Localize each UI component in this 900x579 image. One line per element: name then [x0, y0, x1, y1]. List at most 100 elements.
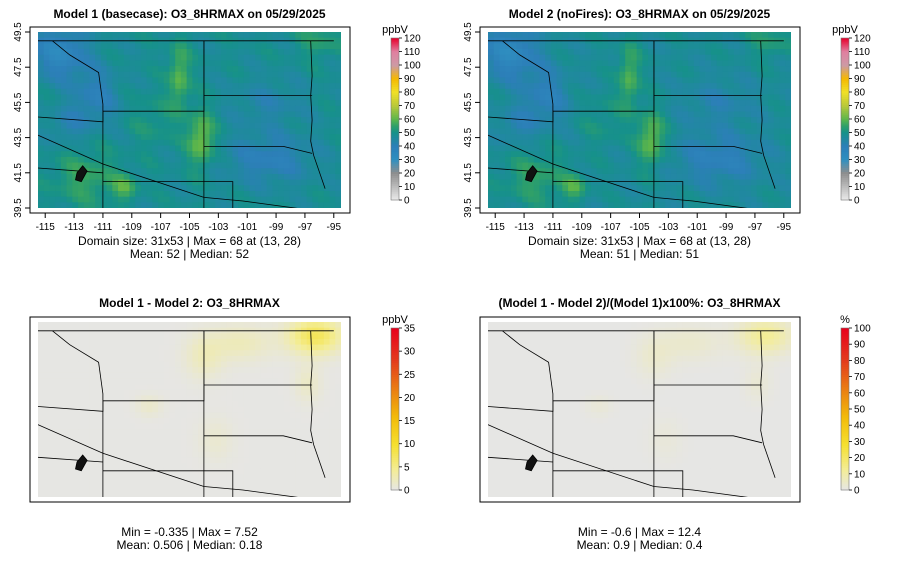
grid-cell	[539, 60, 546, 67]
grid-cell	[510, 32, 518, 39]
colorbar-tick-label: 40	[854, 142, 866, 153]
grid-cell	[785, 32, 791, 39]
grid-cell	[585, 122, 592, 130]
grid-cell	[60, 156, 68, 164]
grid-cell	[163, 173, 171, 181]
grid-cell	[278, 429, 285, 436]
grid-cell	[312, 412, 319, 419]
grid-cell	[140, 185, 148, 192]
grid-cell	[169, 145, 176, 152]
grid-cell	[140, 338, 148, 346]
grid-cell	[238, 128, 245, 135]
grid-cell	[648, 122, 655, 130]
grid-cell	[112, 417, 119, 425]
grid-cell	[505, 122, 512, 130]
grid-cell	[203, 117, 211, 124]
grid-cell	[539, 139, 546, 147]
colorbar-segment	[391, 50, 399, 53]
grid-cell	[226, 105, 233, 113]
grid-cell	[768, 88, 775, 96]
grid-cell	[539, 100, 546, 107]
grid-cell	[539, 196, 546, 203]
grid-cell	[180, 71, 188, 79]
grid-cell	[705, 117, 712, 124]
grid-cell	[238, 406, 245, 413]
grid-cell	[192, 83, 199, 90]
grid-cell	[100, 389, 108, 396]
grid-cell	[648, 190, 655, 198]
grid-cell	[670, 77, 678, 84]
grid-cell	[232, 344, 239, 351]
grid-cell	[579, 162, 586, 169]
grid-cell	[710, 122, 718, 130]
grid-cell	[232, 105, 239, 113]
grid-cell	[283, 333, 291, 340]
grid-cell	[665, 168, 672, 175]
grid-cell	[329, 384, 336, 391]
grid-cell	[670, 196, 678, 203]
grid-cell	[510, 134, 518, 141]
grid-cell	[146, 105, 153, 113]
grid-cell	[505, 60, 512, 67]
colorbar-segment	[841, 165, 849, 168]
colorbar-segment	[841, 195, 849, 199]
grid-cell	[295, 417, 302, 425]
grid-cell	[232, 134, 239, 141]
grid-cell	[169, 111, 176, 118]
grid-cell	[95, 168, 102, 175]
grid-cell	[226, 156, 233, 164]
grid-cell	[226, 32, 233, 39]
grid-cell	[493, 185, 501, 192]
grid-cell	[323, 100, 331, 107]
grid-cell	[556, 162, 563, 169]
grid-cell	[186, 463, 193, 470]
grid-cell	[118, 156, 125, 164]
grid-cell	[140, 384, 148, 391]
grid-cell	[43, 395, 51, 402]
grid-cell	[750, 162, 758, 169]
grid-cell	[192, 117, 199, 124]
grid-cell	[158, 156, 165, 164]
grid-cell	[112, 350, 119, 357]
grid-cell	[785, 54, 791, 61]
grid-cell	[60, 83, 68, 90]
grid-cell	[186, 179, 193, 186]
grid-cell	[688, 168, 695, 175]
grid-cell	[573, 168, 581, 175]
grid-cell	[568, 162, 575, 169]
grid-cell	[499, 151, 506, 158]
grid-cell	[192, 457, 199, 464]
grid-cell	[716, 185, 723, 192]
grid-cell	[89, 372, 96, 380]
grid-cell	[43, 32, 51, 39]
grid-cell	[545, 196, 552, 203]
grid-cell	[636, 100, 643, 107]
grid-cell	[78, 378, 85, 385]
grid-cell	[550, 100, 558, 107]
grid-cell	[158, 457, 165, 464]
grid-cell	[89, 350, 96, 357]
grid-cell	[699, 49, 706, 56]
grid-cell	[186, 168, 193, 175]
grid-cell	[278, 94, 285, 101]
grid-cell	[550, 32, 558, 39]
grid-cell	[209, 88, 216, 96]
grid-cell	[89, 417, 96, 425]
grid-cell	[585, 60, 592, 67]
grid-cell	[72, 134, 79, 141]
grid-cell	[499, 88, 506, 96]
grid-cell	[203, 111, 211, 118]
grid-cell	[186, 412, 193, 419]
grid-cell	[318, 32, 325, 39]
grid-cell	[100, 372, 108, 380]
grid-cell	[278, 384, 285, 391]
grid-cell	[779, 185, 786, 192]
grid-cell	[83, 111, 91, 118]
grid-cell	[146, 173, 153, 181]
grid-cell	[272, 77, 279, 84]
grid-cell	[43, 451, 51, 459]
grid-cell	[238, 338, 245, 346]
grid-cell	[232, 196, 239, 203]
grid-cell	[140, 168, 148, 175]
grid-cell	[146, 83, 153, 90]
